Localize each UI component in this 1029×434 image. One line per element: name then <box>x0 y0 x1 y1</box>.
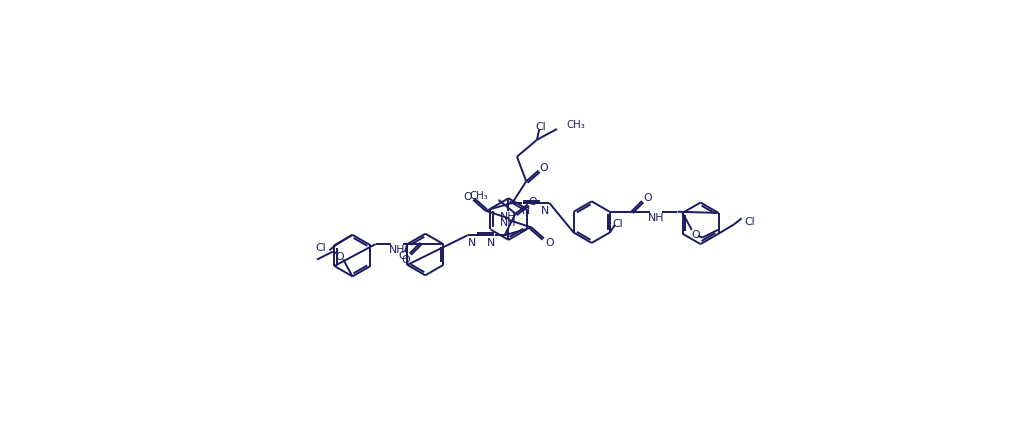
Text: Cl: Cl <box>398 250 409 260</box>
Text: O: O <box>401 254 410 264</box>
Text: O: O <box>539 162 548 172</box>
Text: CH₃: CH₃ <box>469 191 488 201</box>
Text: NH: NH <box>500 217 517 227</box>
Text: N: N <box>522 205 530 215</box>
Text: NH: NH <box>647 213 664 223</box>
Text: O: O <box>463 191 472 201</box>
Text: O: O <box>691 229 700 239</box>
Text: O: O <box>529 196 537 206</box>
Text: Cl: Cl <box>316 243 326 253</box>
Text: Cl: Cl <box>535 122 546 132</box>
Text: CH₃: CH₃ <box>566 120 586 130</box>
Text: Cl: Cl <box>612 219 623 229</box>
Text: N: N <box>487 237 495 247</box>
Text: Cl: Cl <box>745 217 755 227</box>
Text: N: N <box>540 205 548 215</box>
Text: NH: NH <box>389 245 405 255</box>
Text: O: O <box>545 237 554 247</box>
Text: NH: NH <box>500 211 517 221</box>
Text: O: O <box>335 251 344 261</box>
Text: O: O <box>643 193 651 203</box>
Text: N: N <box>468 237 476 247</box>
